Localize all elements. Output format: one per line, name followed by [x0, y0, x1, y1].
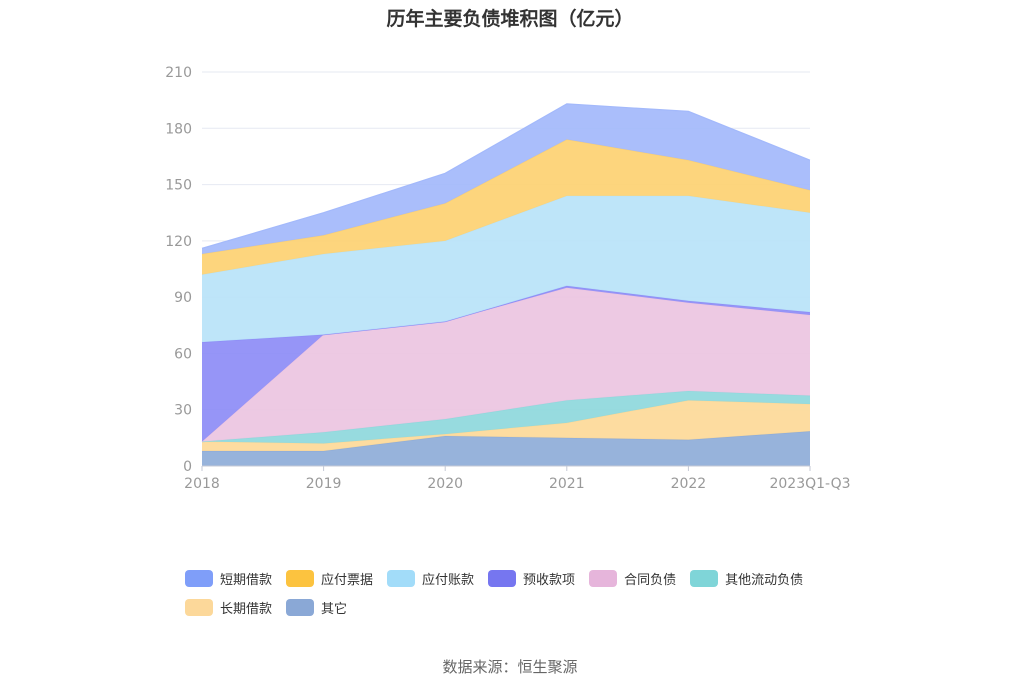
legend-item[interactable]: 合同负债	[589, 568, 676, 588]
area-series-3	[202, 390, 810, 444]
area-series-8	[202, 103, 810, 254]
x-tick-label: 2020	[427, 476, 463, 492]
legend-item[interactable]: 应付账款	[387, 568, 474, 588]
y-axis-ticks: 0 30 60 90 120 150 180 210	[165, 65, 192, 475]
data-source-note: 数据来源：恒生聚源	[442, 658, 578, 676]
legend-label: 长期借款	[220, 601, 273, 617]
legend-swatch	[185, 569, 213, 587]
x-tick-label: 2023Q1-Q3	[769, 476, 850, 492]
legend-label: 短期借款	[220, 572, 273, 588]
legend-item[interactable]: 短期借款	[185, 568, 272, 588]
legend-item[interactable]: 长期借款	[185, 597, 272, 617]
legend-label: 应付票据	[321, 572, 374, 588]
x-axis-ticks: 2018 2019 2020 2021 2022 2023Q1-Q3	[184, 466, 851, 492]
x-tick-label: 2021	[549, 476, 585, 492]
legend-item[interactable]: 其它	[286, 597, 347, 617]
legend: 短期借款 应付票据 应付账款 预收款项 合同负债 其他流动负债长期借款 其它	[185, 568, 885, 617]
legend-item[interactable]: 其他流动负债	[690, 568, 803, 588]
legend-label: 其他流动负债	[725, 572, 804, 588]
y-tick-label: 0	[183, 459, 192, 475]
legend-swatch	[286, 598, 315, 616]
x-tick-label: 2022	[671, 476, 707, 492]
legend-label: 其它	[321, 601, 348, 617]
legend-swatch	[690, 569, 719, 587]
y-tick-label: 60	[174, 346, 192, 362]
legend-item[interactable]: 预收款项	[488, 568, 575, 588]
chart-title: 历年主要负债堆积图（亿元）	[386, 8, 634, 30]
y-tick-label: 90	[174, 290, 192, 306]
legend-swatch	[387, 569, 416, 587]
legend-label: 预收款项	[523, 572, 576, 588]
area-series-7	[202, 139, 810, 275]
legend-label: 应付账款	[422, 572, 475, 588]
legend-swatch	[286, 569, 315, 587]
legend-swatch	[488, 569, 517, 587]
legend-swatch	[589, 569, 618, 587]
y-tick-label: 180	[165, 121, 192, 137]
legend-swatch	[185, 598, 213, 616]
y-tick-label: 30	[174, 403, 192, 419]
area-edge-line	[201, 103, 811, 249]
area-series-6	[202, 195, 810, 343]
y-tick-label: 120	[165, 234, 192, 250]
legend-item[interactable]: 应付票据	[286, 568, 373, 588]
area-series-4	[202, 287, 810, 442]
area-series-1	[202, 431, 810, 466]
y-tick-label: 210	[165, 65, 192, 81]
x-tick-label: 2019	[306, 476, 342, 492]
x-tick-label: 2018	[184, 476, 220, 492]
area-series-2	[202, 400, 810, 451]
area-series	[201, 103, 811, 466]
stacked-area-chart: 0 30 60 90 120 150 180 210 2018 2019 2020 2021 2022…	[165, 65, 851, 492]
legend-label: 合同负债	[624, 572, 677, 588]
y-tick-label: 150	[165, 178, 192, 194]
